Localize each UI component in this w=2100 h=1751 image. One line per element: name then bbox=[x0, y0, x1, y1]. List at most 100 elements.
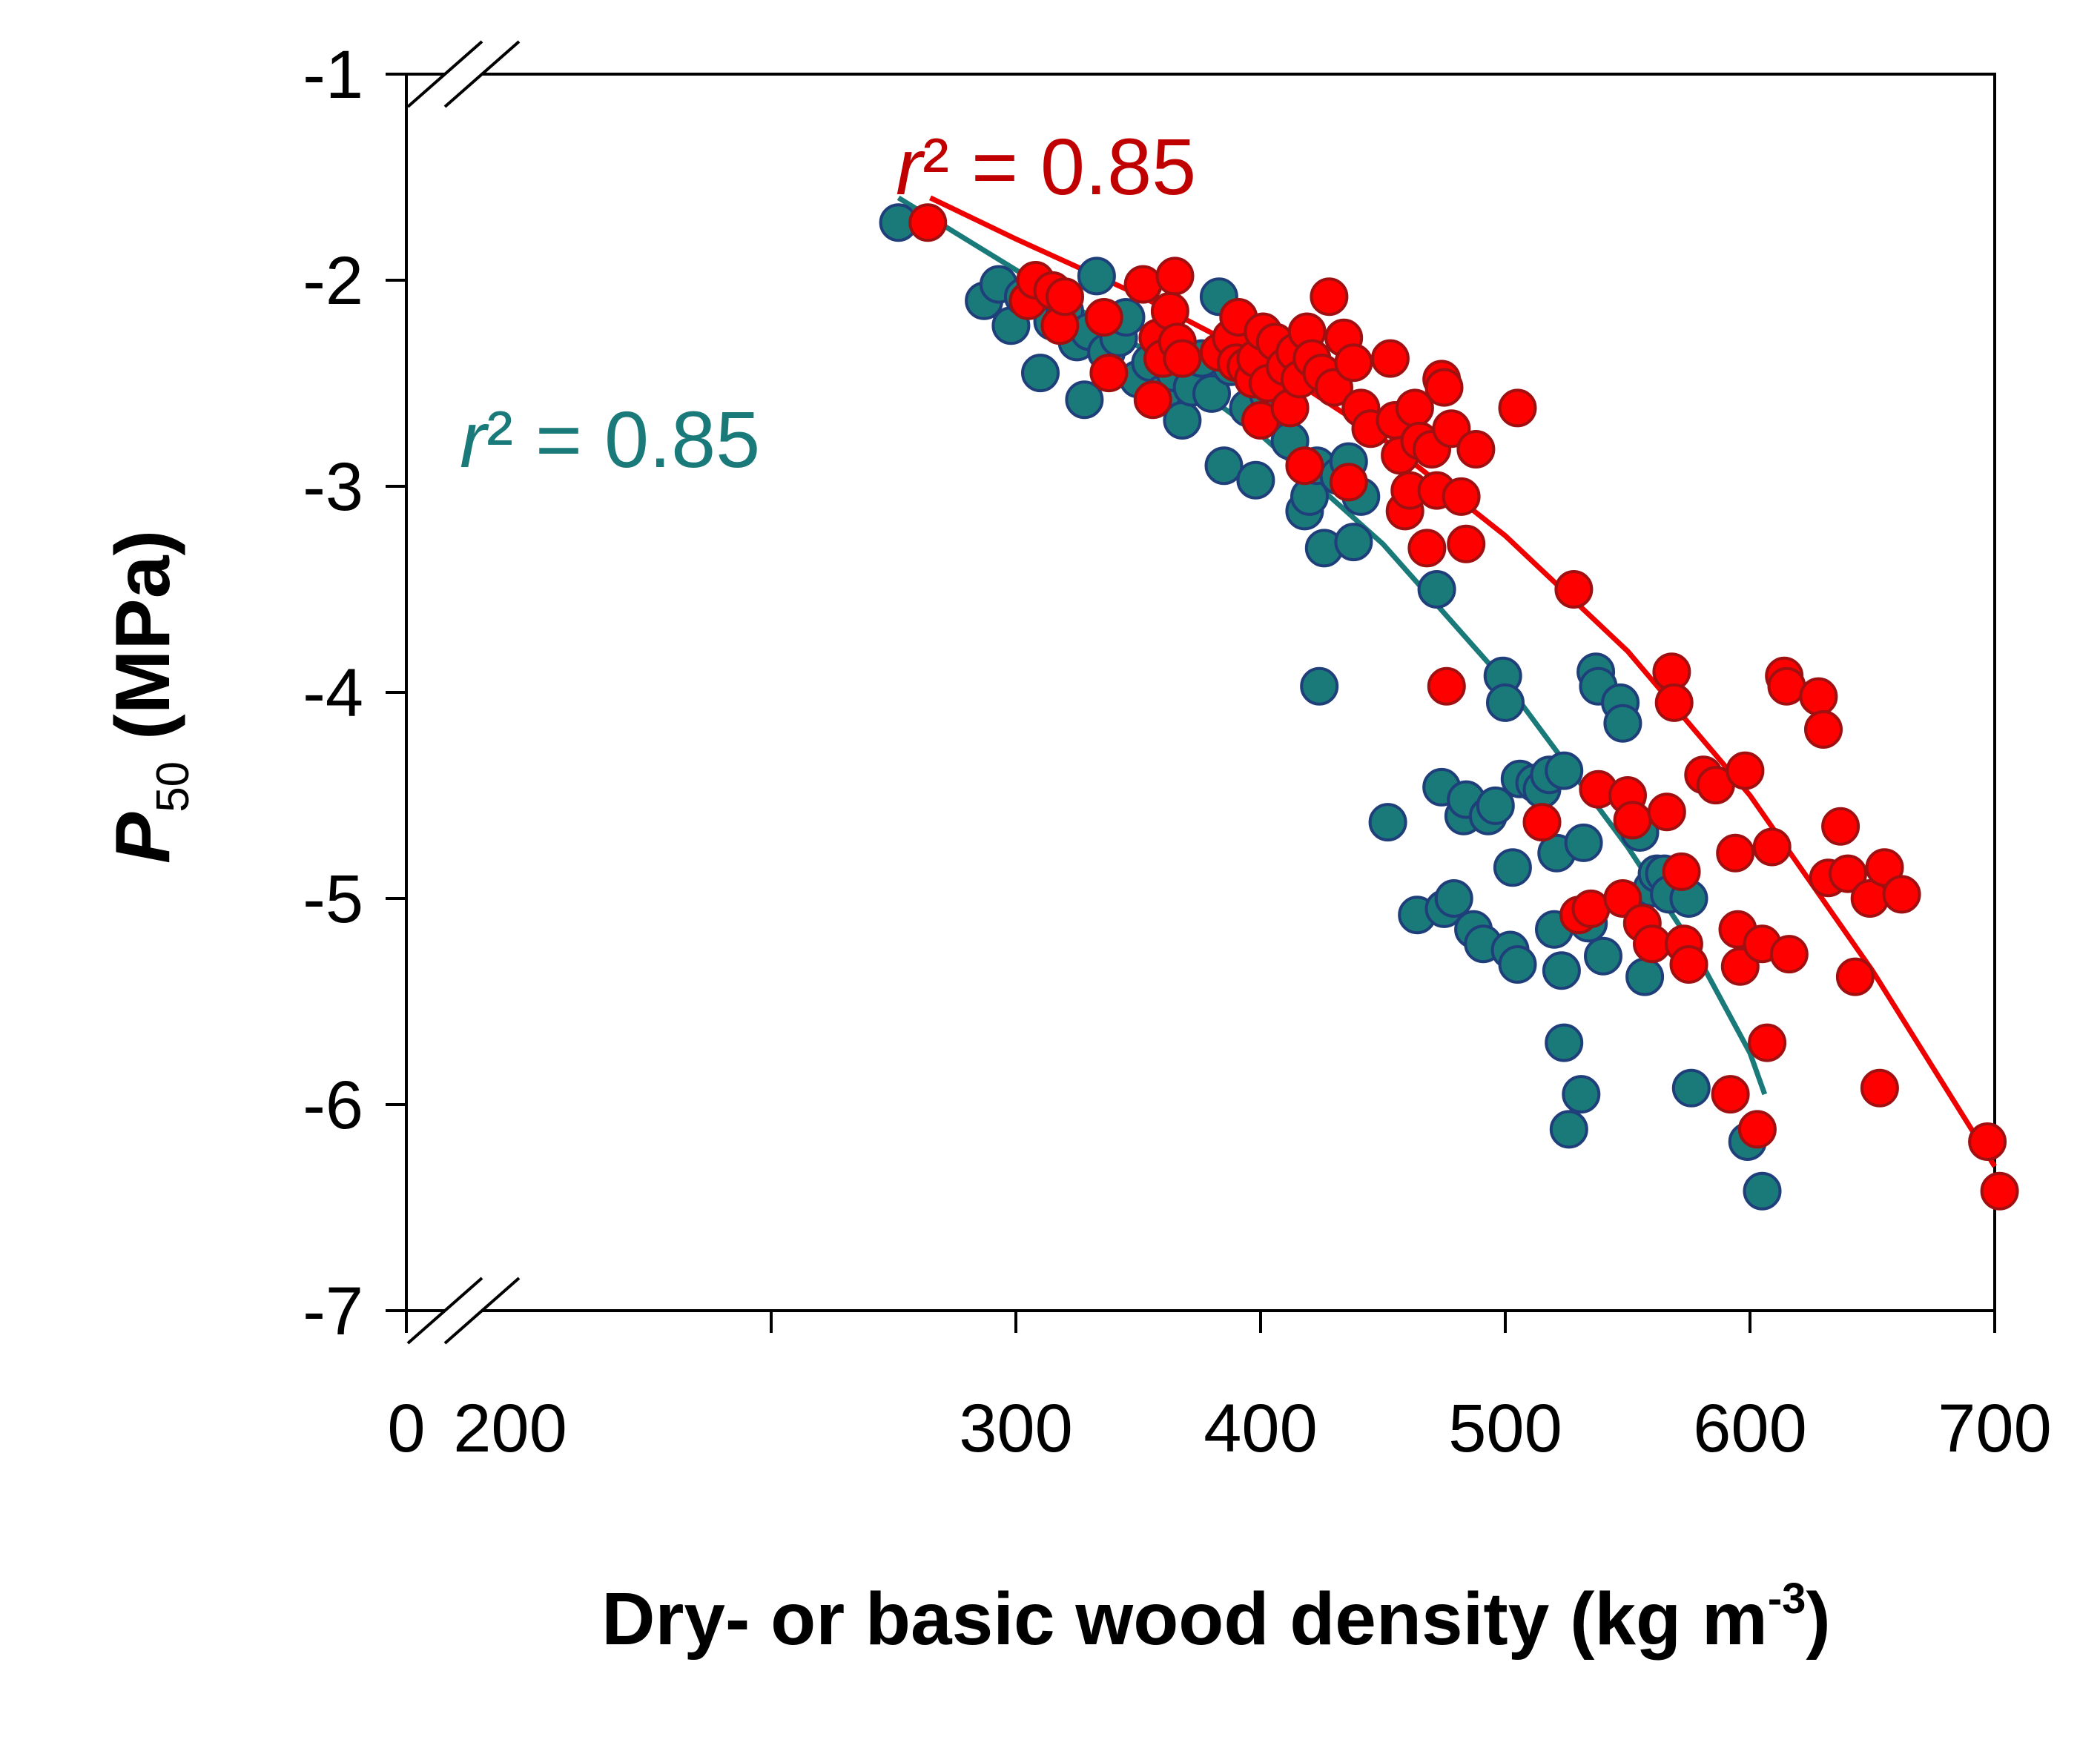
data-points bbox=[879, 203, 2019, 1211]
point-series-1 bbox=[1882, 875, 1921, 914]
point-series-1 bbox=[1769, 935, 1809, 974]
point-series-1 bbox=[1334, 343, 1373, 383]
point-series-1 bbox=[1133, 380, 1172, 420]
point-series-0 bbox=[1334, 523, 1373, 562]
point-series-1 bbox=[1726, 751, 1765, 790]
point-series-0 bbox=[1542, 951, 1581, 990]
x-tick-label: 300 bbox=[959, 1391, 1073, 1466]
point-series-0 bbox=[1417, 570, 1456, 609]
y-tick-label: -6 bbox=[303, 1068, 363, 1143]
point-series-0 bbox=[1671, 1068, 1711, 1108]
point-series-0 bbox=[1476, 786, 1515, 825]
point-series-1 bbox=[1860, 1068, 1899, 1108]
point-series-1 bbox=[1498, 388, 1537, 428]
point-series-1 bbox=[1155, 256, 1195, 296]
x-tick-label: 500 bbox=[1448, 1391, 1562, 1466]
y-tick-label: -4 bbox=[303, 655, 363, 731]
point-series-1 bbox=[1633, 924, 1671, 964]
point-series-1 bbox=[1799, 677, 1838, 716]
point-series-0 bbox=[1236, 460, 1275, 500]
point-series-1 bbox=[1424, 368, 1464, 407]
r2-annotation-0: r² = 0.85 bbox=[460, 394, 760, 484]
point-series-1 bbox=[1089, 354, 1129, 393]
point-series-0 bbox=[1545, 1023, 1584, 1062]
point-series-1 bbox=[1662, 852, 1701, 891]
x-tick-label: 400 bbox=[1203, 1391, 1318, 1466]
point-series-0 bbox=[1021, 354, 1060, 393]
point-series-0 bbox=[1434, 879, 1473, 918]
point-series-1 bbox=[1447, 524, 1486, 563]
r2-annotation-1: r² = 0.85 bbox=[896, 122, 1196, 211]
point-series-1 bbox=[1716, 833, 1755, 873]
point-series-1 bbox=[1737, 1110, 1777, 1149]
point-series-1 bbox=[1865, 848, 1904, 887]
point-series-1 bbox=[1442, 477, 1481, 516]
axis-break-slash bbox=[443, 40, 521, 108]
y-tick-label: -2 bbox=[303, 243, 363, 319]
point-series-1 bbox=[1647, 792, 1686, 832]
point-series-1 bbox=[1968, 1122, 2007, 1161]
point-series-1 bbox=[1835, 957, 1875, 996]
y-tick-label: -3 bbox=[303, 449, 363, 525]
point-series-0 bbox=[1192, 374, 1231, 413]
point-series-1 bbox=[1821, 807, 1860, 846]
point-series-1 bbox=[1711, 1075, 1750, 1114]
point-series-1 bbox=[1046, 277, 1084, 317]
point-series-0 bbox=[1625, 957, 1665, 996]
point-series-0 bbox=[1368, 803, 1407, 842]
axis-break-slash bbox=[406, 40, 483, 108]
point-series-0 bbox=[1743, 1171, 1782, 1211]
axis-break-slash bbox=[406, 1277, 483, 1345]
x-axis-title: Dry- or basic wood density (kg m-3) bbox=[601, 1575, 1830, 1661]
point-series-1 bbox=[1748, 1023, 1787, 1062]
point-series-1 bbox=[1554, 570, 1594, 609]
point-series-0 bbox=[1562, 1075, 1601, 1114]
point-series-1 bbox=[1123, 265, 1163, 304]
point-series-1 bbox=[1522, 803, 1562, 842]
point-series-1 bbox=[1804, 710, 1843, 749]
y-axis-title: P50 (MPa) bbox=[100, 530, 199, 864]
axis-break-gap bbox=[408, 42, 519, 107]
y-tick-label: -5 bbox=[303, 861, 363, 937]
point-series-1 bbox=[1829, 854, 1867, 893]
point-series-1 bbox=[1310, 277, 1349, 317]
point-series-0 bbox=[1603, 704, 1642, 743]
point-series-1 bbox=[1613, 801, 1652, 840]
point-series-1 bbox=[1370, 339, 1410, 378]
point-series-0 bbox=[1545, 751, 1584, 790]
point-series-1 bbox=[1980, 1171, 2019, 1211]
point-series-0 bbox=[1077, 256, 1116, 296]
plot-axes: -1-2-3-4-5-6-70200300400500600700800 bbox=[303, 37, 2052, 1466]
point-series-0 bbox=[1486, 683, 1525, 722]
point-series-1 bbox=[1329, 463, 1368, 502]
x-tick-label: 700 bbox=[1938, 1391, 2052, 1466]
point-series-1 bbox=[1427, 666, 1466, 706]
axis-labels: r² = 0.85 r² = 0.85 Dry- or basic wood den… bbox=[100, 122, 1831, 1661]
point-series-1 bbox=[1767, 666, 1806, 706]
x-tick-label: 600 bbox=[1693, 1391, 1807, 1466]
point-series-0 bbox=[1498, 945, 1537, 984]
point-series-0 bbox=[1584, 936, 1622, 976]
point-series-1 bbox=[1752, 827, 1792, 867]
point-series-1 bbox=[1669, 945, 1708, 984]
point-series-1 bbox=[1654, 683, 1694, 722]
point-series-0 bbox=[1300, 666, 1339, 706]
point-series-0 bbox=[1549, 1110, 1588, 1149]
point-series-0 bbox=[1564, 823, 1603, 862]
point-series-0 bbox=[1493, 848, 1532, 887]
axis-break-gap bbox=[408, 1278, 519, 1343]
x-tick-label: 0 bbox=[387, 1391, 425, 1466]
x-tick-label: 200 bbox=[453, 1391, 567, 1466]
point-series-0 bbox=[1065, 380, 1104, 420]
point-series-1 bbox=[908, 203, 948, 242]
axis-break-slash bbox=[443, 1277, 521, 1345]
point-series-1 bbox=[1407, 529, 1447, 568]
point-series-1 bbox=[1456, 430, 1496, 469]
point-series-0 bbox=[1204, 446, 1244, 486]
point-series-1 bbox=[1432, 409, 1471, 448]
point-series-1 bbox=[1571, 889, 1611, 928]
point-series-1 bbox=[1285, 446, 1324, 486]
y-tick-label: -1 bbox=[303, 37, 363, 113]
point-series-1 bbox=[1084, 298, 1123, 337]
